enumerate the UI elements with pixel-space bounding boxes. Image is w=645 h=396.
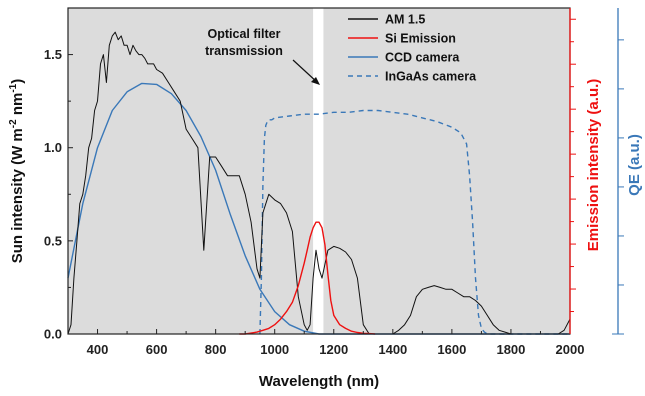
x-axis-title: Wavelength (nm) [259,373,379,390]
series-line-am-1-5 [67,31,571,335]
annotation-arrow [292,59,320,85]
x-tick-label: 2000 [556,342,585,357]
y-axis-title-left: Sun intensity (W m-2 nm-1) [8,79,26,263]
series-line-ingaas-camera [259,109,570,335]
x-tick-label: 1800 [496,342,525,357]
emission-axis [569,8,576,334]
optical-filter-band [313,8,324,334]
x-tick-label: 400 [87,342,109,357]
x-tick-label: 1200 [319,342,348,357]
x-axis-ticks: 400 600 800 1000 1200 1400 1600 1800 2000 [67,329,585,357]
x-tick-label: 1600 [437,342,466,357]
y-tick-label: 1.5 [44,47,62,62]
legend-label: Si Emission [385,32,456,46]
x-tick-label: 600 [146,342,168,357]
qe-axis [612,8,624,335]
series-line-si-emission [239,221,376,335]
y-axis-title-emission: Emission intensity (a.u.) [585,79,602,252]
legend-label: CCD camera [385,51,460,65]
annotation-line-1: Optical filter [208,27,281,41]
x-tick-label: 800 [205,342,227,357]
legend-label: AM 1.5 [385,13,425,27]
x-tick-label: 1400 [378,342,407,357]
y-tick-label: 1.0 [44,140,62,155]
legend-label: InGaAs camera [385,70,477,84]
legend: AM 1.5 Si Emission CCD camera InGaAs camera [348,13,477,84]
y-tick-label: 0.5 [44,233,62,248]
annotation-line-2: transmission [205,44,283,58]
y-axis-title-qe: QE (a.u.) [626,134,643,196]
x-tick-label: 1000 [260,342,289,357]
y-tick-label: 0.0 [44,327,62,342]
y-axis-ticks: 0.0 0.5 1.0 1.5 [44,47,73,342]
